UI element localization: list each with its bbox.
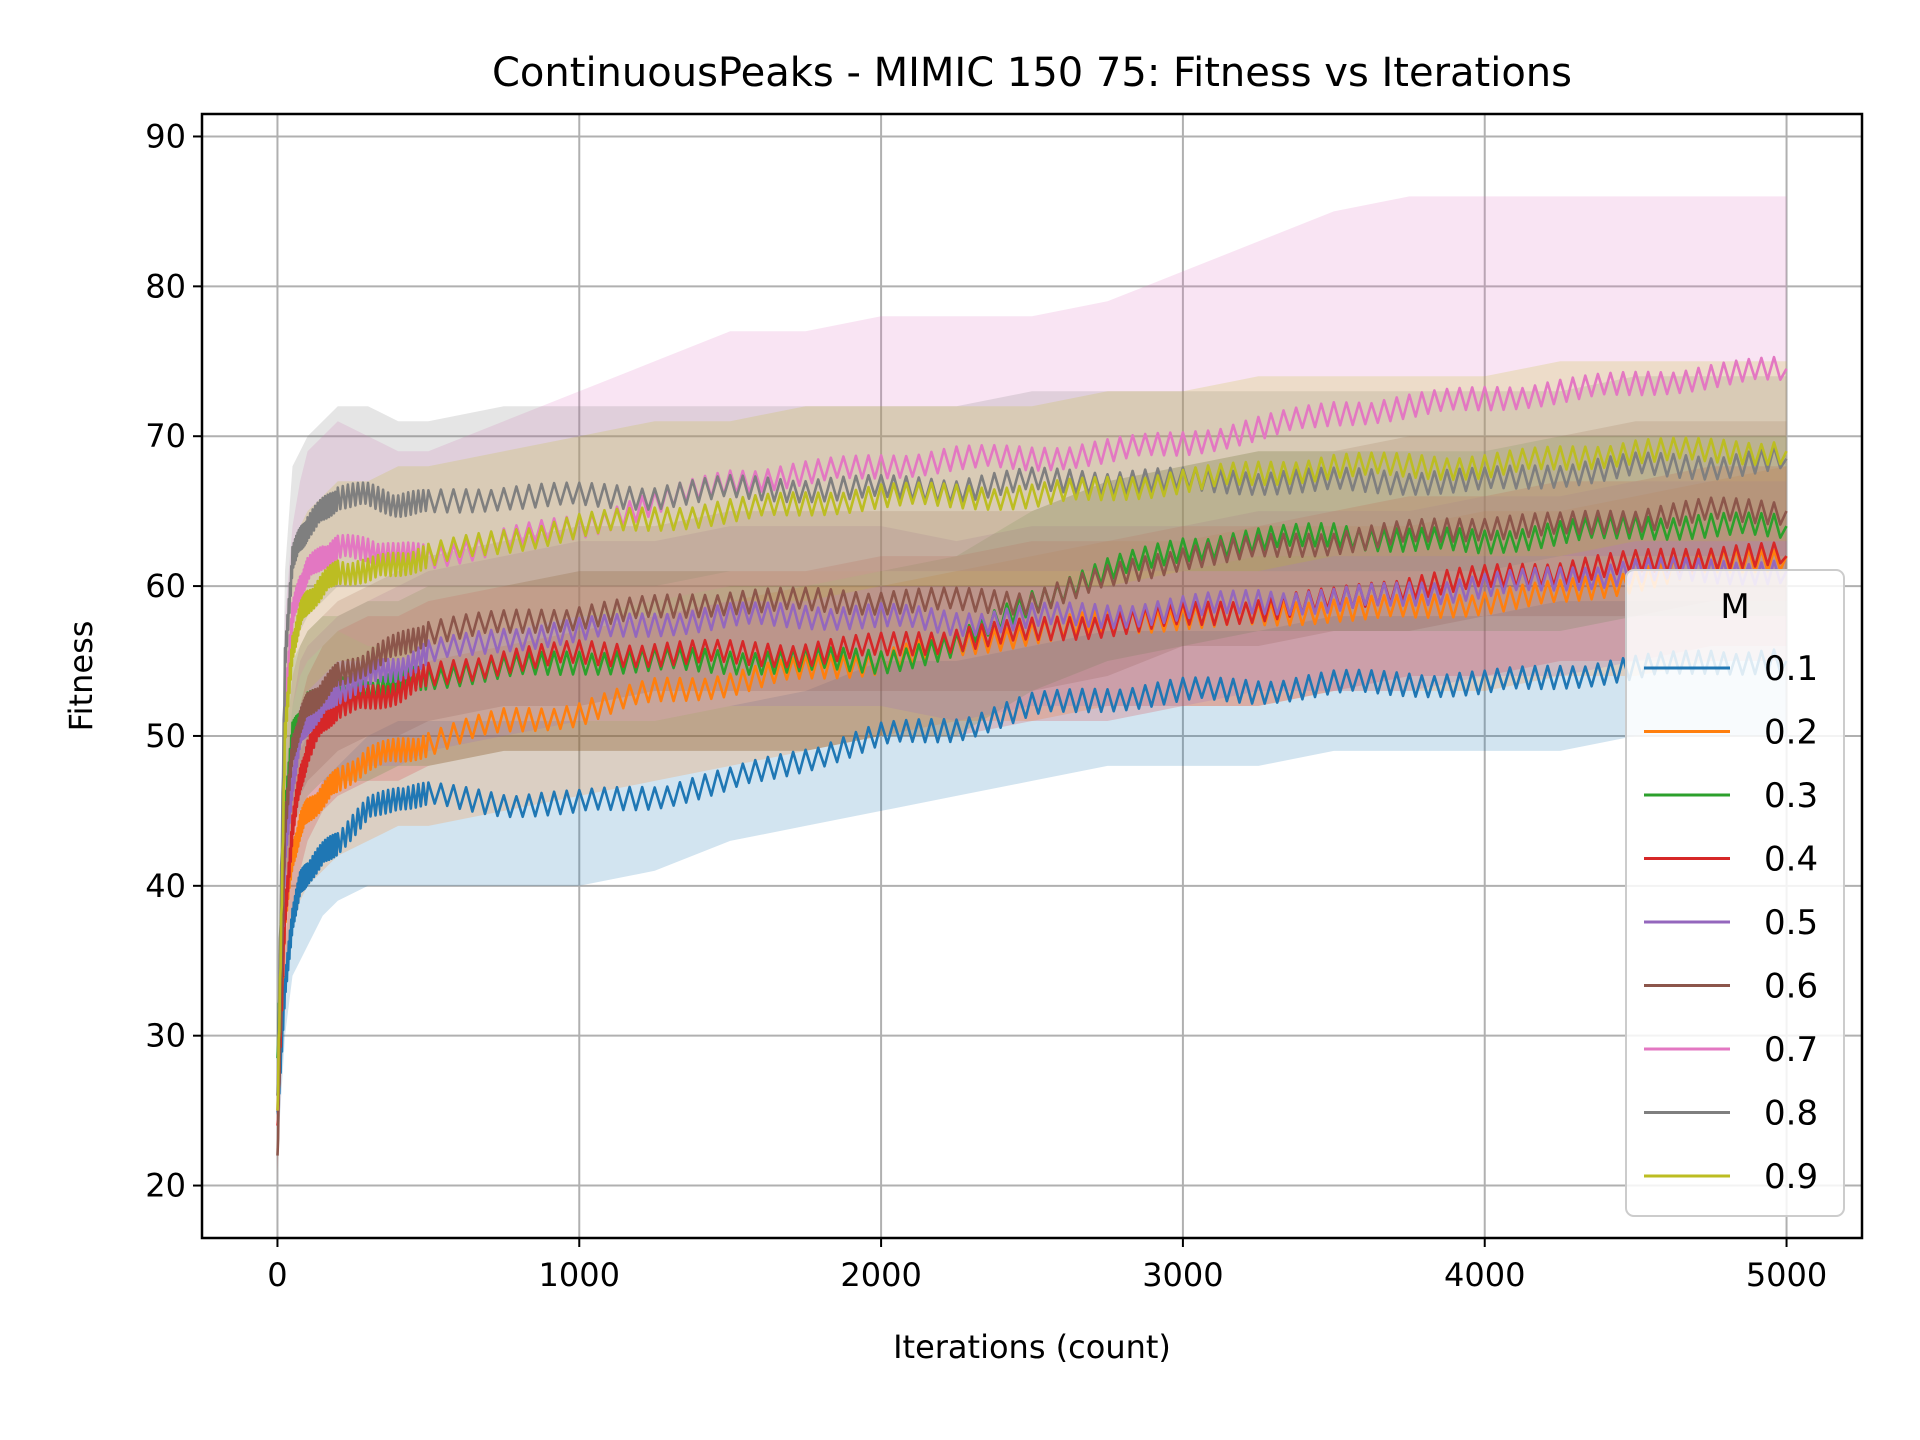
line-m-0.1 <box>276 648 1788 1116</box>
plot-frame <box>200 112 1864 1240</box>
x-tick-label: 2000 <box>840 1256 921 1294</box>
legend-label-m-0.6: 0.6 <box>1764 967 1818 1007</box>
x-tick-label: 3000 <box>1142 1256 1223 1294</box>
band-m-0.4 <box>277 466 1787 1171</box>
legend: M 0.1 0.2 0.3 0.4 0.5 0.6 0.7 0.8 0.9 <box>1625 569 1845 1217</box>
band-m-0.2 <box>277 466 1787 1156</box>
x-tick-label: 5000 <box>1746 1256 1827 1294</box>
legend-label-m-0.5: 0.5 <box>1764 903 1818 943</box>
y-tick-label: 20 <box>145 1167 186 1205</box>
x-tick-label: 4000 <box>1444 1256 1525 1294</box>
legend-label-m-0.1: 0.1 <box>1764 649 1818 689</box>
band-m-0.9 <box>277 361 1787 1156</box>
x-tick-label: 1000 <box>539 1256 620 1294</box>
legend-label-m-0.7: 0.7 <box>1764 1030 1818 1070</box>
band-m-0.8 <box>277 376 1787 1141</box>
band-m-0.1 <box>277 601 1787 1156</box>
band-m-0.6 <box>277 421 1787 1186</box>
legend-label-m-0.2: 0.2 <box>1764 713 1818 753</box>
y-axis-label: Fitness <box>62 621 100 732</box>
y-tick-label: 40 <box>145 867 186 905</box>
y-tick-label: 80 <box>145 267 186 305</box>
confidence-bands <box>277 196 1787 1186</box>
line-m-0.7 <box>276 355 1788 1111</box>
y-tick-label: 70 <box>145 417 186 455</box>
band-m-0.3 <box>277 436 1787 1111</box>
x-axis-label: Iterations (count) <box>893 1328 1171 1366</box>
chart-title: ContinuousPeaks - MIMIC 150 75: Fitness … <box>492 50 1572 96</box>
legend-label-m-0.9: 0.9 <box>1764 1157 1818 1197</box>
band-m-0.7 <box>277 196 1787 1156</box>
grid <box>202 114 1862 1238</box>
legend-label-m-0.8: 0.8 <box>1764 1094 1818 1134</box>
series-lines <box>276 355 1788 1156</box>
legend-label-m-0.4: 0.4 <box>1764 840 1818 880</box>
legend-label-m-0.3: 0.3 <box>1764 776 1818 816</box>
line-m-0.6 <box>276 496 1788 1156</box>
y-axis-ticks: 20 30 40 50 60 70 80 90 <box>145 117 202 1205</box>
x-axis-ticks: 0 1000 2000 3000 4000 5000 <box>267 1238 1827 1294</box>
y-tick-label: 90 <box>145 117 186 155</box>
y-tick-label: 60 <box>145 567 186 605</box>
line-m-0.8 <box>276 445 1788 1096</box>
legend-items: 0.1 0.2 0.3 0.4 0.5 0.6 0.7 0.8 0.9 <box>1644 649 1818 1197</box>
legend-title: M <box>1720 587 1749 627</box>
y-tick-label: 30 <box>145 1017 186 1055</box>
y-tick-label: 50 <box>145 717 186 755</box>
line-m-0.2 <box>276 547 1788 1111</box>
line-m-0.9 <box>276 436 1788 1111</box>
x-tick-label: 0 <box>267 1256 287 1294</box>
